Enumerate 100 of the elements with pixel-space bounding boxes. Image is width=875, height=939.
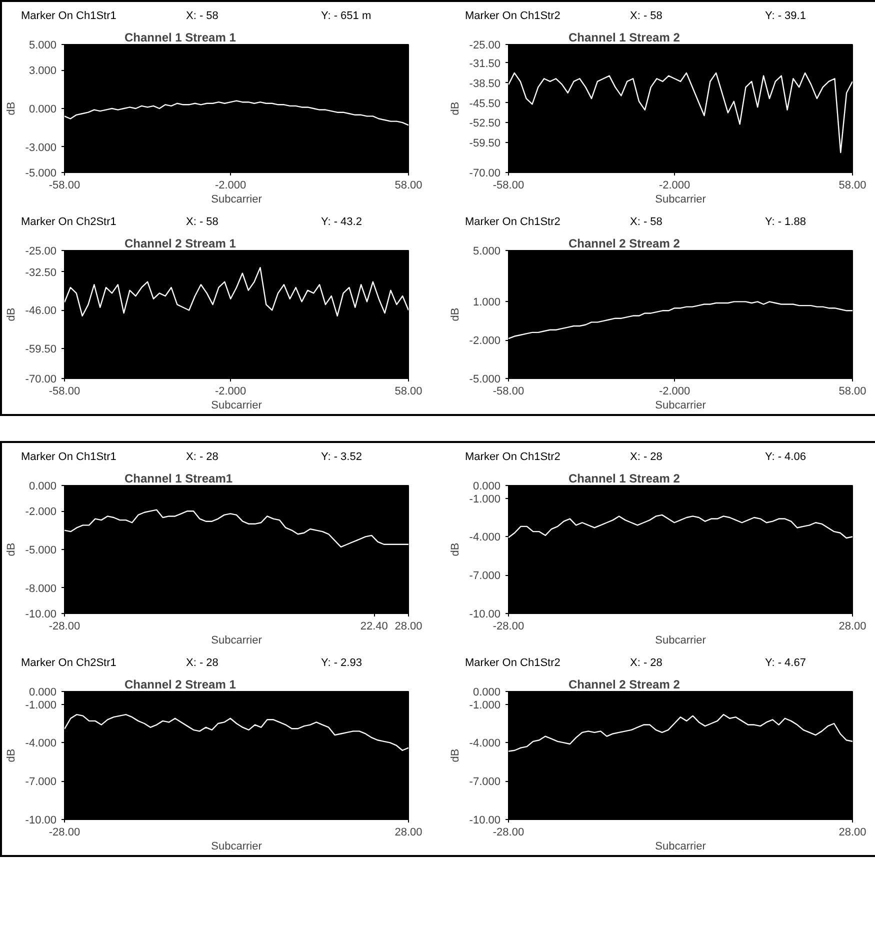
text: Marker On Ch1Str2 xyxy=(465,215,562,230)
x-axis-title: Subcarrier xyxy=(655,840,706,852)
x-axis-title: Subcarrier xyxy=(211,400,262,412)
y-axis-title: dB xyxy=(449,102,462,116)
y-tick-label: -70.00 xyxy=(25,374,57,386)
text: X: - 58 xyxy=(630,215,664,230)
y-axis-title: dB xyxy=(5,308,18,322)
y-tick-label: 0.000 xyxy=(472,480,501,492)
y-tick-label: -8.000 xyxy=(25,582,57,595)
y-tick-label: 5.000 xyxy=(28,40,57,52)
x-tick-label: 22.40 xyxy=(360,620,388,632)
chart-title: Channel 1 Stream 1 xyxy=(124,30,236,44)
x-tick-label: -2.000 xyxy=(214,180,246,192)
y-axis-title: dB xyxy=(449,748,462,762)
x-tick-label: -2.000 xyxy=(658,180,690,192)
y-tick-label: -38.50 xyxy=(469,78,501,90)
chart-title: Channel 2 Stream 1 xyxy=(124,236,236,250)
text: Marker On Ch1Str1 xyxy=(21,450,118,465)
x-axis-title: Subcarrier xyxy=(211,194,262,206)
text: Marker On Ch1Str2 xyxy=(465,450,562,465)
x-tick-label: 58.00 xyxy=(394,386,422,398)
text: Y: - 651 m xyxy=(321,9,372,24)
line-series xyxy=(508,72,852,154)
chart-title: Channel 2 Stream 1 xyxy=(124,678,236,692)
y-tick-label: -32.50 xyxy=(25,266,57,279)
chart-title: Channel 1 Stream 2 xyxy=(568,472,680,486)
x-axis-title: Subcarrier xyxy=(211,634,262,646)
y-tick-label: 0.000 xyxy=(472,686,501,698)
y-tick-label: 0.000 xyxy=(28,686,57,698)
line-series xyxy=(508,514,852,539)
y-axis-title: dB xyxy=(449,308,462,322)
text: X: - 28 xyxy=(186,656,220,671)
text: X: - 28 xyxy=(186,450,220,465)
y-tick-label: -1.000 xyxy=(469,493,501,506)
x-tick-label: 28.00 xyxy=(838,826,866,838)
chart-title: Channel 2 Stream 2 xyxy=(568,678,680,692)
y-tick-label: -25.00 xyxy=(25,246,57,258)
y-tick-label: -1.000 xyxy=(469,699,501,712)
x-tick-label: 58.00 xyxy=(394,180,422,192)
line-series xyxy=(64,100,408,126)
x-tick-label: -58.00 xyxy=(48,180,80,192)
y-tick-label: -25.00 xyxy=(469,40,501,52)
x-tick-label: 58.00 xyxy=(838,180,866,192)
x-tick-label: -2.000 xyxy=(214,386,246,398)
y-tick-label: -59.50 xyxy=(25,344,57,356)
y-tick-label: -2.000 xyxy=(469,335,501,348)
x-tick-label: -58.00 xyxy=(48,386,80,398)
line-series xyxy=(508,301,852,340)
x-tick-label: -28.00 xyxy=(48,826,80,838)
y-tick-label: -4.000 xyxy=(469,532,501,544)
text: Y: - 39.1 xyxy=(765,9,807,24)
x-axis-title: Subcarrier xyxy=(211,840,262,852)
text: Y: - 4.67 xyxy=(765,656,807,671)
chart-title: Channel 1 Stream1 xyxy=(124,472,233,486)
text: Y: - 4.06 xyxy=(765,450,807,465)
x-tick-label: -58.00 xyxy=(492,386,524,398)
y-tick-label: 0.000 xyxy=(28,104,57,116)
line-series xyxy=(64,714,408,751)
y-tick-label: -59.50 xyxy=(469,138,501,150)
x-axis-title: Subcarrier xyxy=(655,194,706,206)
text: Y: - 43.2 xyxy=(321,215,363,230)
text: X: - 28 xyxy=(630,656,664,671)
text: X: - 28 xyxy=(630,450,664,465)
y-tick-label: -52.50 xyxy=(469,118,501,130)
x-tick-label: 28.00 xyxy=(394,826,422,838)
y-axis-title: dB xyxy=(5,542,18,556)
x-tick-label: -28.00 xyxy=(48,620,80,632)
chart-title: Channel 1 Stream 2 xyxy=(568,30,680,44)
y-tick-label: -5.000 xyxy=(25,168,57,180)
line-series xyxy=(64,266,408,317)
y-axis-title: dB xyxy=(449,542,462,556)
x-axis-title: Subcarrier xyxy=(655,634,706,646)
y-tick-label: 5.000 xyxy=(472,246,501,258)
y-tick-label: -4.000 xyxy=(25,738,57,750)
y-axis-title: dB xyxy=(5,748,18,762)
text: Marker On Ch1Str1 xyxy=(21,9,118,24)
x-tick-label: 58.00 xyxy=(838,386,866,398)
text: X: - 58 xyxy=(186,215,220,230)
text: Marker On Ch2Str1 xyxy=(21,215,118,230)
y-tick-label: -31.50 xyxy=(469,58,501,70)
y-tick-label: -5.000 xyxy=(25,544,57,556)
line-series xyxy=(508,714,852,752)
y-tick-label: -3.000 xyxy=(25,142,57,154)
text: Marker On Ch1Str2 xyxy=(465,656,562,671)
text: X: - 58 xyxy=(630,9,664,24)
x-tick-label: 28.00 xyxy=(394,620,422,632)
x-tick-label: -2.000 xyxy=(658,386,690,398)
y-tick-label: -5.000 xyxy=(469,374,501,386)
x-tick-label: -58.00 xyxy=(492,180,524,192)
y-tick-label: -45.50 xyxy=(469,98,501,110)
line-series xyxy=(64,509,408,548)
y-tick-label: -7.000 xyxy=(25,776,57,788)
y-tick-label: -4.000 xyxy=(469,738,501,750)
text: Marker On Ch2Str1 xyxy=(21,656,118,671)
y-tick-label: -10.00 xyxy=(25,608,57,620)
chart-title: Channel 2 Stream 2 xyxy=(568,236,680,250)
x-tick-label: -28.00 xyxy=(492,620,524,632)
y-tick-label: -46.00 xyxy=(25,305,57,318)
text: Y: - 2.93 xyxy=(321,656,363,671)
y-tick-label: -1.000 xyxy=(25,699,57,712)
